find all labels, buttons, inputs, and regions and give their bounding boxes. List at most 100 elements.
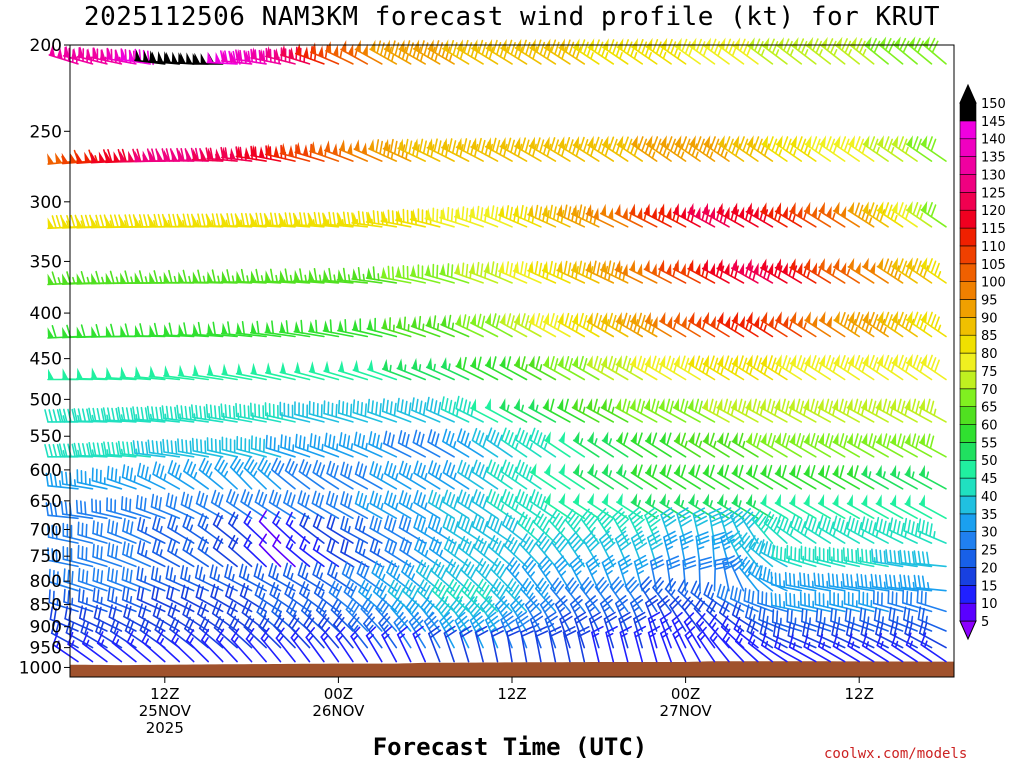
wind-barb bbox=[729, 554, 745, 592]
barb-pennant bbox=[149, 150, 156, 161]
barb-flag bbox=[520, 313, 526, 327]
barb-flag bbox=[727, 357, 733, 372]
wind-barb bbox=[817, 432, 846, 458]
barb-shaft bbox=[177, 450, 209, 458]
barb-flag bbox=[329, 492, 335, 507]
barb-flag bbox=[883, 311, 890, 326]
barb-shaft bbox=[322, 279, 354, 284]
barb-flag bbox=[592, 260, 597, 275]
barb-pennant bbox=[250, 270, 257, 282]
wind-barb bbox=[180, 565, 209, 592]
barb-flag bbox=[85, 523, 88, 538]
barb-flag bbox=[358, 540, 364, 555]
barb-flag bbox=[873, 40, 881, 54]
barb-half-flag bbox=[362, 548, 366, 557]
barb-flag bbox=[141, 605, 147, 620]
barb-half-flag bbox=[644, 587, 651, 595]
wind-barb bbox=[785, 591, 817, 613]
barb-flag bbox=[302, 436, 306, 451]
barb-flag bbox=[121, 566, 125, 581]
barb-pennant bbox=[163, 149, 170, 161]
barb-half-flag bbox=[115, 596, 118, 605]
barb-flag bbox=[110, 568, 114, 583]
wind-barb bbox=[371, 560, 398, 592]
wind-barb bbox=[862, 310, 889, 338]
barb-flag bbox=[288, 460, 295, 474]
barb-flag bbox=[683, 599, 694, 612]
barb-flag bbox=[471, 513, 478, 528]
barb-flag bbox=[205, 403, 209, 418]
wind-barb bbox=[475, 558, 499, 592]
barb-flag bbox=[656, 595, 669, 605]
barb-flag bbox=[159, 406, 163, 421]
barb-pennant bbox=[186, 149, 193, 161]
barb-pennant bbox=[229, 147, 236, 160]
barb-flag bbox=[413, 460, 419, 474]
barb-flag bbox=[854, 202, 860, 216]
barb-shaft bbox=[77, 600, 108, 613]
barb-pennant bbox=[847, 398, 853, 411]
barb-pennant bbox=[114, 49, 121, 61]
wind-barb bbox=[107, 542, 137, 568]
barb-flag bbox=[125, 519, 130, 534]
barb-flag bbox=[705, 209, 710, 223]
barb-half-flag bbox=[789, 528, 794, 537]
wind-barb bbox=[679, 530, 694, 568]
barb-pennant bbox=[703, 311, 710, 324]
wind-barb bbox=[717, 354, 745, 381]
barb-flag bbox=[494, 206, 499, 221]
barb-flag bbox=[173, 496, 178, 511]
barb-half-flag bbox=[260, 275, 264, 283]
barb-pennant bbox=[91, 367, 98, 379]
barb-pennant bbox=[834, 311, 840, 324]
barb-flag bbox=[785, 138, 792, 152]
wind-barb bbox=[91, 498, 123, 520]
barb-pennant bbox=[601, 398, 607, 411]
barb-flag bbox=[272, 584, 279, 598]
barb-flag bbox=[811, 518, 817, 533]
wind-barb bbox=[411, 357, 441, 381]
barb-shaft bbox=[396, 367, 427, 381]
barb-pennant bbox=[738, 262, 745, 276]
wind-barb bbox=[673, 311, 701, 338]
wind-barb bbox=[383, 515, 412, 544]
barb-flag bbox=[371, 400, 374, 415]
barb-flag bbox=[92, 567, 96, 582]
wind-barb bbox=[92, 543, 123, 568]
barb-flag bbox=[130, 441, 134, 456]
barb-half-flag bbox=[752, 273, 756, 282]
wind-barb bbox=[413, 460, 441, 490]
wind-barb bbox=[609, 576, 629, 613]
barb-pennant bbox=[229, 50, 236, 63]
barb-pennant bbox=[702, 202, 708, 216]
wind-barb bbox=[542, 355, 571, 381]
barb-half-flag bbox=[275, 573, 279, 581]
barb-pennant bbox=[629, 203, 636, 216]
barb-flag bbox=[893, 550, 897, 565]
barb-shaft bbox=[312, 471, 340, 490]
barb-shaft bbox=[616, 439, 644, 458]
wind-barb bbox=[424, 263, 455, 284]
barb-pennant bbox=[544, 492, 551, 505]
barb-flag bbox=[152, 515, 157, 530]
barb-flag bbox=[461, 262, 465, 277]
barb-pennant bbox=[236, 322, 243, 334]
barb-flag bbox=[214, 492, 220, 506]
barb-flag bbox=[312, 561, 318, 576]
barb-flag bbox=[446, 516, 452, 531]
barb-flag bbox=[855, 549, 858, 564]
barb-shaft bbox=[415, 570, 441, 592]
barb-pennant bbox=[877, 310, 884, 324]
barb-pennant bbox=[280, 142, 287, 155]
barb-shaft bbox=[905, 318, 933, 338]
wind-barb bbox=[468, 205, 499, 228]
barb-flag bbox=[446, 206, 450, 221]
wind-barb bbox=[571, 398, 600, 423]
barb-flag bbox=[100, 522, 103, 537]
barb-flag bbox=[854, 311, 861, 326]
barb-flag bbox=[542, 562, 553, 574]
barb-flag bbox=[96, 521, 99, 536]
barb-flag bbox=[738, 355, 744, 369]
barb-flag bbox=[437, 599, 448, 612]
barb-half-flag bbox=[922, 324, 927, 333]
